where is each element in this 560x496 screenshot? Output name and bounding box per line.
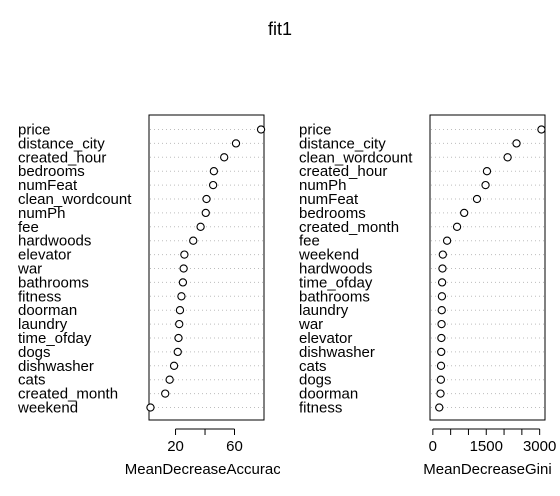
row-label: numPh <box>18 205 66 222</box>
data-point-dogs <box>436 375 446 384</box>
data-point-distance_city <box>231 139 241 148</box>
data-point-elevator <box>437 333 446 343</box>
data-point-clean_wordcount <box>202 194 211 204</box>
data-point-weekend <box>438 250 447 259</box>
row-label: weekend <box>17 400 78 417</box>
row-label: dogs <box>299 372 332 389</box>
row-label: distance_city <box>299 135 386 152</box>
row-label: fitness <box>18 288 61 305</box>
row-label: time_ofday <box>18 330 92 347</box>
x-tick-label: 0 <box>429 438 437 455</box>
data-point-doorman <box>436 389 445 398</box>
row-label: war <box>17 261 42 278</box>
data-point-created_month <box>452 222 462 231</box>
data-point-numFeat <box>208 180 218 190</box>
row-label: hardwoods <box>299 261 372 278</box>
row-label: elevator <box>18 247 71 264</box>
data-point-dishwasher <box>437 347 446 357</box>
plot-frame <box>148 114 265 421</box>
row-label: created_hour <box>299 163 387 180</box>
data-point-bathrooms <box>437 292 447 301</box>
data-point-fitness <box>435 403 444 412</box>
x-tick-label: 3000 <box>523 438 556 455</box>
data-point-bedrooms <box>460 208 469 218</box>
row-label: bathrooms <box>299 288 370 305</box>
x-axis-title: MeanDecreaseGini <box>423 461 551 478</box>
data-point-time_ofday <box>174 333 183 343</box>
row-label: bedrooms <box>18 163 85 180</box>
x-tick-label: 1500 <box>470 438 503 455</box>
data-point-clean_wordcount <box>503 153 512 162</box>
panel-mean-decrease-gini: pricedistance_cityclean_wordcountcreated… <box>298 114 556 478</box>
data-point-created_month <box>161 389 170 398</box>
data-point-dogs <box>173 347 182 357</box>
data-point-price <box>256 125 266 134</box>
x-tick-label: 20 <box>167 438 184 455</box>
row-label: laundry <box>18 316 68 333</box>
data-point-dishwasher <box>169 361 179 370</box>
row-label: war <box>298 316 323 333</box>
data-point-numPh <box>201 208 210 218</box>
row-label: clean_wordcount <box>18 191 132 208</box>
row-label: cats <box>299 358 327 375</box>
row-label: time_ofday <box>299 274 373 291</box>
row-label: clean_wordcount <box>299 149 413 166</box>
plot-frame <box>429 114 546 421</box>
row-label: fitness <box>299 400 342 417</box>
data-point-cats <box>165 375 174 384</box>
data-point-time_ofday <box>437 278 447 287</box>
data-point-doorman <box>175 306 185 315</box>
row-label: created_hour <box>18 149 106 166</box>
data-point-war <box>437 319 446 329</box>
x-tick-label: 60 <box>226 438 243 455</box>
row-label: fee <box>18 219 39 236</box>
data-point-war <box>179 264 188 273</box>
x-axis-title: MeanDecreaseAccuracy <box>125 461 289 478</box>
row-label: created_month <box>299 219 399 236</box>
data-point-numFeat <box>472 194 482 204</box>
row-label: cats <box>18 372 46 389</box>
row-label: bathrooms <box>18 274 89 291</box>
chart-title: fit1 <box>268 19 292 39</box>
data-point-cats <box>436 361 446 370</box>
data-point-bathrooms <box>178 278 188 287</box>
data-point-hardwoods <box>189 236 198 245</box>
data-point-bedrooms <box>209 167 219 176</box>
row-label: created_month <box>18 386 118 403</box>
row-label: distance_city <box>18 135 105 152</box>
data-point-created_hour <box>482 167 492 176</box>
row-label: bedrooms <box>299 205 366 222</box>
data-point-laundry <box>175 319 184 329</box>
row-label: doorman <box>299 386 358 403</box>
row-label: numFeat <box>299 191 359 208</box>
data-point-weekend <box>146 403 155 412</box>
data-point-numPh <box>481 180 490 190</box>
data-point-fitness <box>177 292 186 301</box>
row-label: dishwasher <box>299 344 375 361</box>
data-point-fee <box>442 236 452 245</box>
panel-mean-decrease-accuracy: pricedistance_citycreated_hourbedroomsnu… <box>17 114 289 478</box>
row-label: laundry <box>299 302 349 319</box>
data-point-price <box>537 125 546 134</box>
row-label: numPh <box>299 177 347 194</box>
data-point-fee <box>196 222 205 231</box>
row-label: price <box>18 122 51 139</box>
data-point-hardwoods <box>438 264 447 273</box>
row-label: dishwasher <box>18 358 94 375</box>
row-label: numFeat <box>18 177 78 194</box>
row-label: fee <box>299 233 320 250</box>
data-point-laundry <box>437 306 446 315</box>
data-point-distance_city <box>512 139 521 148</box>
row-label: dogs <box>18 344 51 361</box>
row-label: weekend <box>298 247 359 264</box>
row-label: doorman <box>18 302 77 319</box>
row-label: elevator <box>299 330 352 347</box>
data-point-elevator <box>180 250 189 259</box>
data-point-created_hour <box>220 153 229 162</box>
row-label: price <box>299 122 332 139</box>
row-label: hardwoods <box>18 233 91 250</box>
